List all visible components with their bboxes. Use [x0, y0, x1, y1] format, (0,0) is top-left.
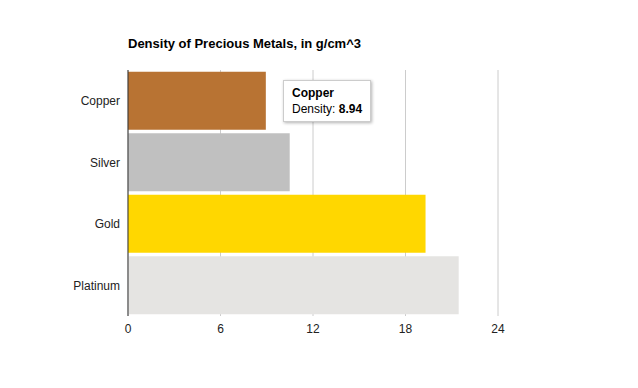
html-text:Density: 8.94: Density: 8.94 [292, 102, 363, 116]
svg-text:12: 12 [306, 322, 320, 336]
html-text:Copper: Copper [292, 86, 334, 100]
svg-text:0: 0 [125, 322, 132, 336]
svg-text:18: 18 [399, 322, 413, 336]
html-text:Density of Precious Metals, in: Density of Precious Metals, in g/cm^3 [128, 36, 361, 51]
svg-text:Gold: Gold [95, 217, 120, 231]
svg-text:24: 24 [491, 322, 505, 336]
svg-text:Copper: Copper [81, 94, 120, 108]
svg-text:Silver: Silver [90, 156, 120, 170]
svg-text:6: 6 [217, 322, 224, 336]
svg-text:Platinum: Platinum [73, 279, 120, 293]
